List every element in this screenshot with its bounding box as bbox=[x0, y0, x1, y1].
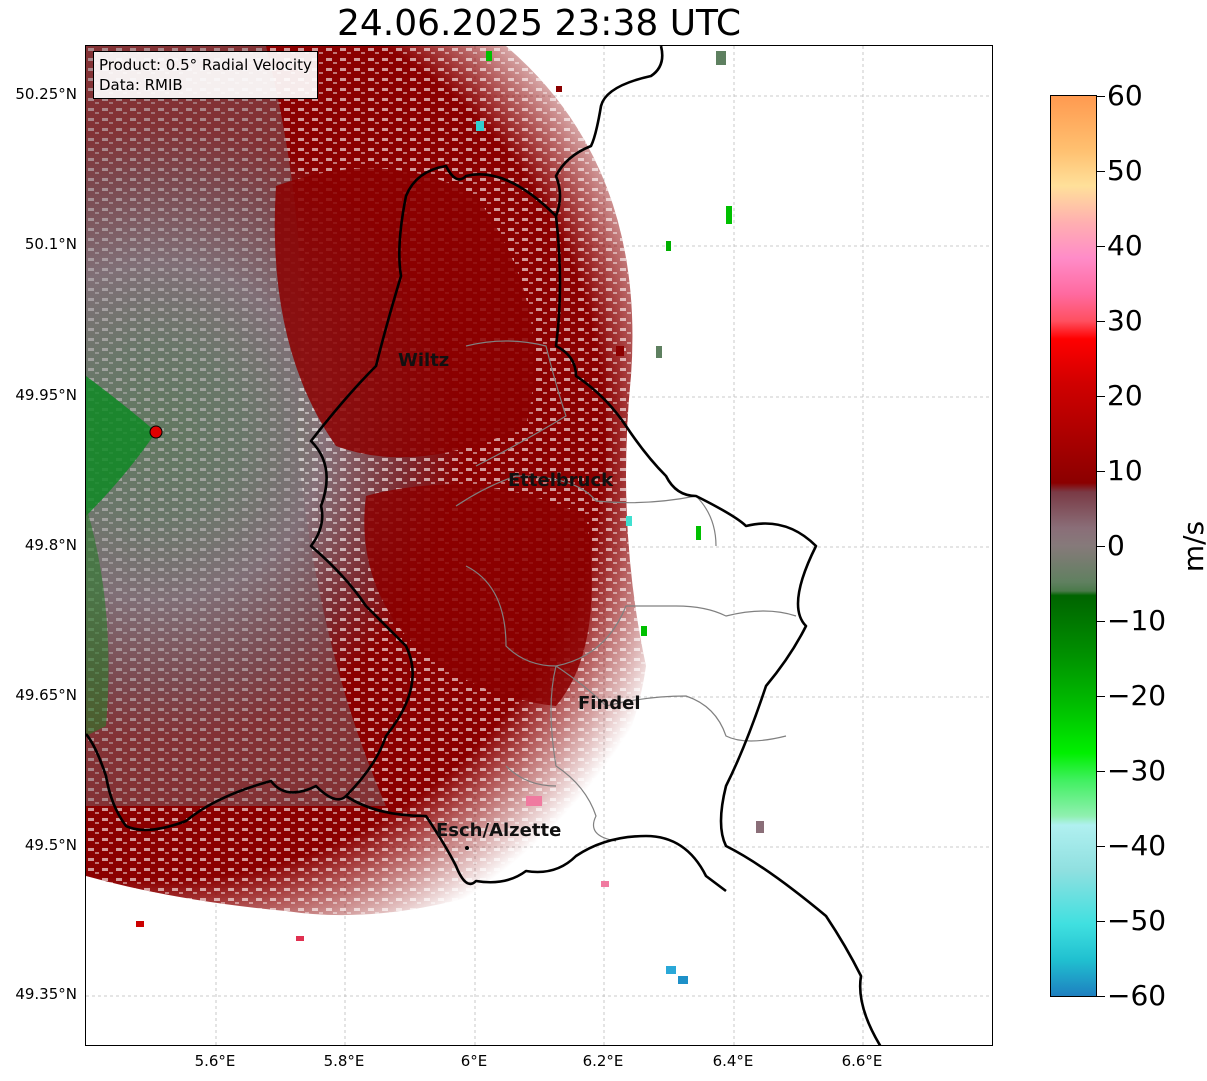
colorbar-tick-label: 30 bbox=[1107, 304, 1143, 337]
lon-tick-label: 6°E bbox=[460, 1052, 488, 1070]
city-label-ettelbruck: Ettelbruck bbox=[508, 470, 614, 491]
colorbar-tick bbox=[1097, 846, 1105, 847]
city-label-esch-alzette: Esch/Alzette bbox=[436, 820, 562, 841]
lat-tick-label: 49.5°N bbox=[24, 836, 77, 854]
colorbar-tick-label: −50 bbox=[1107, 904, 1167, 937]
colorbar-tick bbox=[1097, 321, 1105, 322]
colorbar-tick bbox=[1097, 921, 1105, 922]
colorbar-tick-label: 50 bbox=[1107, 154, 1143, 187]
radar-map-canvas bbox=[86, 46, 992, 1045]
velocity-field bbox=[86, 46, 764, 984]
colorbar-tick bbox=[1097, 546, 1105, 547]
colorbar-tick bbox=[1097, 696, 1105, 697]
colorbar-tick bbox=[1097, 471, 1105, 472]
colorbar-tick bbox=[1097, 246, 1105, 247]
lat-tick-label: 49.65°N bbox=[15, 686, 77, 704]
city-label-findel: Findel bbox=[578, 693, 641, 714]
colorbar-tick-label: −60 bbox=[1107, 979, 1167, 1012]
lon-tick-label: 6.4°E bbox=[712, 1052, 754, 1070]
lon-tick-label: 5.8°E bbox=[323, 1052, 365, 1070]
colorbar-tick bbox=[1097, 996, 1105, 997]
colorbar-tick bbox=[1097, 96, 1105, 97]
lat-tick-label: 50.1°N bbox=[24, 235, 77, 253]
map-title: 24.06.2025 23:38 UTC bbox=[336, 3, 742, 44]
lat-tick-label: 49.95°N bbox=[15, 386, 77, 404]
product-info-box: Product: 0.5° Radial Velocity Data: RMIB bbox=[93, 51, 318, 99]
country-borders bbox=[86, 46, 882, 1045]
lat-tick-label: 50.25°N bbox=[15, 85, 77, 103]
colorbar-tick bbox=[1097, 396, 1105, 397]
colorbar-tick-label: −20 bbox=[1107, 679, 1167, 712]
colorbar-tick-label: −40 bbox=[1107, 829, 1167, 862]
colorbar-tick-label: 0 bbox=[1107, 529, 1125, 562]
lon-tick-label: 6.6°E bbox=[841, 1052, 883, 1070]
radar-map[interactable] bbox=[85, 45, 993, 1046]
lon-tick-label: 5.6°E bbox=[194, 1052, 236, 1070]
data-source-label: Data: RMIB bbox=[99, 76, 183, 94]
colorbar-tick-label: 20 bbox=[1107, 379, 1143, 412]
lon-tick-label: 6.2°E bbox=[582, 1052, 624, 1070]
city-label-wiltz: Wiltz bbox=[398, 350, 450, 371]
colorbar-tick bbox=[1097, 771, 1105, 772]
colorbar-tick-label: 40 bbox=[1107, 229, 1143, 262]
colorbar-tick bbox=[1097, 621, 1105, 622]
radar-site-marker bbox=[149, 425, 163, 439]
colorbar-tick-label: −30 bbox=[1107, 754, 1167, 787]
lat-tick-label: 49.35°N bbox=[15, 985, 77, 1003]
canton-borders bbox=[455, 340, 797, 842]
colorbar-tick-label: 60 bbox=[1107, 79, 1143, 112]
lat-tick-label: 49.8°N bbox=[24, 536, 77, 554]
product-label: Product: 0.5° Radial Velocity bbox=[99, 56, 312, 74]
colorbar-unit-label: m/s bbox=[1177, 520, 1207, 573]
colorbar-tick bbox=[1097, 171, 1105, 172]
velocity-colorbar bbox=[1050, 95, 1097, 997]
colorbar-tick-label: −10 bbox=[1107, 604, 1167, 637]
colorbar-tick-label: 10 bbox=[1107, 454, 1143, 487]
